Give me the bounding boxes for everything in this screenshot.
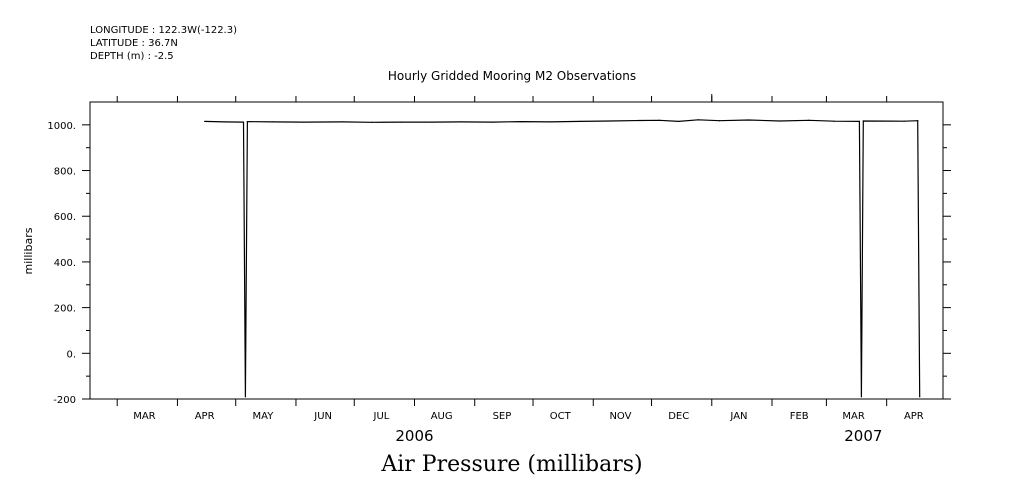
- latitude-label: LATITUDE : 36.7N: [90, 38, 178, 49]
- y-tick-label: 600.: [54, 212, 76, 223]
- data-point: [491, 121, 493, 123]
- x-month-label: OCT: [550, 411, 572, 422]
- plot-frame: [89, 101, 944, 400]
- y-tick-label: 800.: [54, 167, 76, 178]
- x-month-label: APR: [195, 411, 215, 422]
- data-point: [917, 120, 919, 122]
- data-point: [610, 120, 612, 122]
- data-point: [718, 120, 721, 122]
- chart-title: Hourly Gridded Mooring M2 Observations: [388, 69, 636, 83]
- data-point: [919, 396, 921, 398]
- y-axis-label: millibars: [22, 227, 35, 274]
- data-point: [779, 120, 781, 122]
- x-year-label: 2007: [844, 427, 882, 445]
- x-month-label: JUN: [313, 411, 332, 422]
- depth-label: DEPTH (m) : -2.5: [90, 51, 174, 62]
- data-point: [697, 119, 699, 121]
- data-point: [400, 121, 402, 123]
- y-tick-label: 400.: [54, 258, 76, 269]
- data-point: [862, 120, 864, 122]
- data-point: [833, 120, 835, 122]
- x-year-label: 2006: [395, 427, 433, 445]
- data-point: [748, 119, 750, 121]
- data-point: [272, 121, 274, 123]
- data-point: [460, 121, 462, 123]
- x-month-label: MAR: [133, 411, 155, 422]
- data-point: [808, 119, 810, 121]
- x-month-label: JAN: [729, 411, 747, 422]
- longitude-label: LONGITUDE : 122.3W(-122.3): [90, 25, 237, 36]
- data-point: [371, 121, 373, 123]
- station-metadata: LONGITUDE : 122.3W(-122.3) LATITUDE : 36…: [90, 24, 237, 63]
- y-tick-label: 200.: [54, 304, 76, 315]
- x-month-label: DEC: [668, 411, 689, 422]
- y-tick-label: 0.: [66, 349, 76, 360]
- data-point: [639, 119, 641, 122]
- x-month-label: MAR: [842, 411, 864, 422]
- x-month-label: APR: [904, 411, 924, 422]
- series-line: [204, 119, 921, 397]
- figure-caption: Air Pressure (millibars): [381, 452, 643, 477]
- data-point: [223, 121, 225, 123]
- data-point: [678, 120, 680, 123]
- data-point: [520, 121, 522, 123]
- data-point: [858, 120, 861, 123]
- data-point: [341, 121, 344, 123]
- data-point: [242, 121, 245, 123]
- x-month-label: FEB: [790, 411, 809, 422]
- data-point: [303, 121, 305, 123]
- data-point: [204, 120, 206, 123]
- data-point: [860, 396, 862, 398]
- x-month-label: AUG: [431, 411, 453, 422]
- data-point: [658, 119, 660, 121]
- x-month-label: SEP: [493, 411, 512, 422]
- data-point: [244, 396, 247, 398]
- y-tick-label: -200: [53, 395, 76, 406]
- x-month-label: JUL: [373, 411, 390, 422]
- data-point: [549, 121, 552, 123]
- series-layer: [204, 119, 921, 398]
- data-point: [903, 120, 905, 122]
- x-month-label: MAY: [253, 411, 275, 422]
- y-tick-label: 1000.: [47, 121, 76, 132]
- data-point: [246, 121, 248, 123]
- axes-layer: -200 0. 200. 400. 600. 800. 1000. MAR APR MAY JUN J…: [47, 94, 951, 445]
- x-month-label: NOV: [609, 411, 631, 422]
- data-point: [579, 120, 581, 123]
- data-point: [431, 121, 433, 123]
